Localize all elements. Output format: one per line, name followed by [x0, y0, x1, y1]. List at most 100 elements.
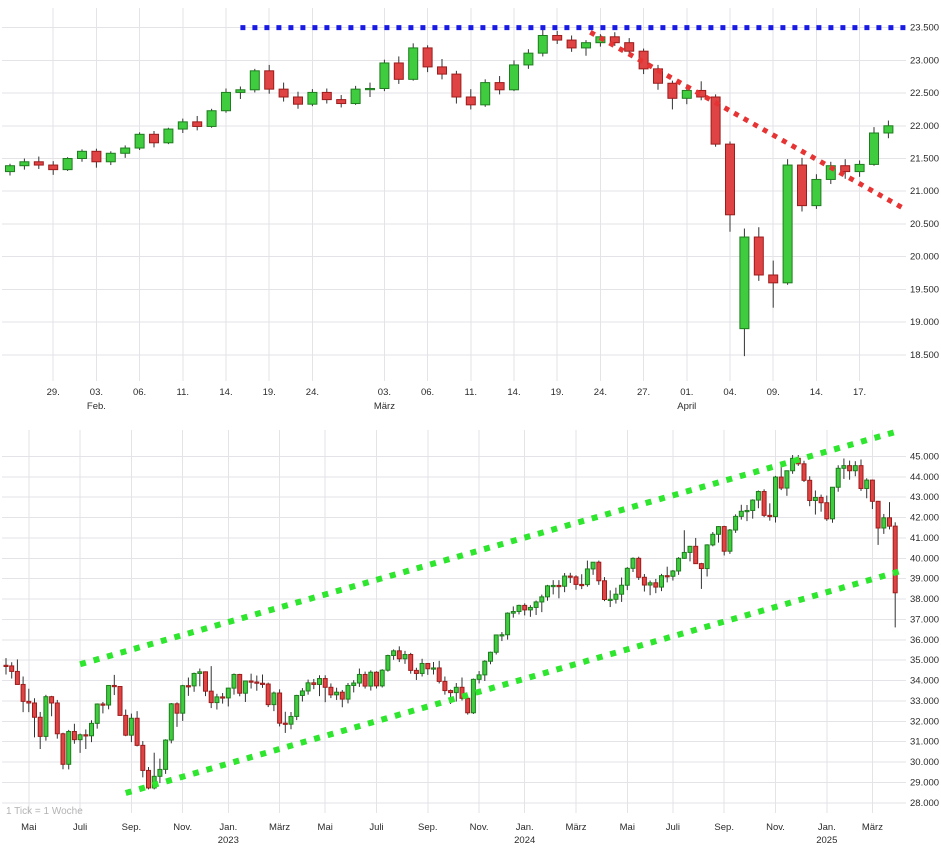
candle-body-down	[48, 164, 59, 171]
candle-body-up	[408, 47, 419, 80]
y-axis-label: 40.000	[910, 553, 939, 564]
candle-body-up	[365, 87, 375, 91]
candle-body-down	[374, 671, 379, 687]
x-axis-label: 27.	[637, 387, 650, 398]
x-axis-label: 11.	[465, 387, 478, 398]
candle-body-down	[37, 716, 43, 737]
x-axis-label: Jan.	[818, 822, 836, 833]
candle-body-down	[278, 88, 289, 98]
candle-body-up	[225, 687, 231, 699]
candle-body-up	[379, 669, 385, 687]
candle-body-up	[607, 598, 613, 601]
candle-body-up	[733, 515, 739, 531]
candle-body-down	[858, 465, 864, 489]
candle-body-down	[117, 685, 123, 716]
candle-body-down	[465, 697, 471, 714]
y-axis-label: 32.000	[910, 716, 939, 727]
candle-body-down	[328, 686, 334, 696]
y-axis-label: 19.000	[910, 317, 939, 328]
x-axis-label: 14.	[219, 387, 232, 398]
candle-body-down	[322, 678, 328, 688]
candle-body-up	[191, 672, 197, 687]
candle-body-up	[94, 703, 100, 724]
candle-body-up	[790, 457, 796, 472]
candle-body-up	[453, 686, 459, 694]
candle-body-down	[336, 99, 347, 105]
candle-body-up	[670, 570, 676, 577]
x-axis-label: 19.	[551, 387, 564, 398]
candle-body-down	[14, 670, 20, 685]
candle-body-up	[509, 64, 519, 91]
x-axis-label: Nov.	[173, 822, 192, 833]
candle-body-down	[3, 664, 9, 668]
candle-body-down	[9, 665, 15, 672]
candle-body-down	[54, 702, 60, 735]
candle-body-up	[305, 682, 311, 692]
candle-body-up	[62, 158, 73, 171]
candle-body-up	[562, 575, 568, 587]
green-channel-top-trendline	[79, 427, 902, 668]
x-axis-label: Sep.	[714, 822, 734, 833]
x-axis-label: 29.	[47, 387, 60, 398]
candle-body-down	[192, 121, 203, 127]
x-axis-label: Jan.	[516, 822, 534, 833]
candle-body-down	[237, 673, 243, 694]
candle-body-up	[704, 544, 710, 570]
candle-body-down	[609, 36, 620, 44]
daily-candlestick-chart: 23.500 23.000 22.500 22.000 21.500 21.000 20.5…	[2, 8, 939, 412]
candle-body-up	[480, 82, 491, 106]
x-axis-label: 14.	[810, 387, 823, 398]
candle-body-up	[537, 34, 548, 54]
candle-body-up	[584, 568, 590, 586]
candle-body-up	[841, 465, 847, 469]
candle-body-down	[339, 691, 345, 700]
candle-body-up	[221, 91, 231, 112]
candle-body-up	[493, 634, 499, 653]
candle-body-down	[653, 582, 659, 588]
candle-body-up	[864, 479, 870, 489]
y-axis-label: 43.000	[910, 492, 939, 503]
candle-body-down	[875, 500, 881, 529]
weekly-candlestick-chart: 45.000 44.000 43.000 42.000 41.000 40.000 39.0…	[2, 427, 939, 846]
candle-body-up	[782, 164, 793, 284]
x-axis-label: 03.	[378, 387, 391, 398]
candle-body-up	[510, 611, 516, 614]
candle-body-down	[149, 133, 159, 144]
candle-body-down	[83, 734, 89, 737]
candle-body-up	[852, 465, 858, 472]
candle-body-down	[49, 696, 55, 704]
candle-body-down	[425, 662, 431, 670]
x-axis-label: 01.	[680, 387, 693, 398]
y-axis-label: 38.000	[910, 594, 939, 605]
x-axis-label: März	[862, 822, 883, 833]
candle-body-down	[20, 683, 26, 702]
candle-body-up	[385, 655, 391, 671]
candle-body-down	[653, 68, 663, 84]
candle-body-up	[488, 651, 493, 662]
candle-body-down	[465, 96, 476, 106]
candle-body-down	[311, 682, 317, 685]
candle-body-down	[579, 583, 585, 587]
y-axis-label: 35.000	[910, 655, 939, 666]
candle-body-up	[883, 125, 894, 134]
candle-body-down	[451, 73, 462, 98]
candle-body-up	[647, 582, 653, 586]
candle-body-down	[887, 517, 892, 527]
candle-body-up	[590, 561, 596, 570]
y-axis-label: 30.000	[910, 757, 939, 768]
candle-body-down	[146, 769, 151, 789]
candle-body-down	[753, 236, 764, 276]
x-axis-label: 04.	[723, 387, 736, 398]
candle-body-up	[881, 517, 887, 529]
candle-body-down	[869, 479, 875, 502]
candle-body-down	[818, 496, 824, 504]
candle-body-down	[111, 684, 117, 688]
candle-body-down	[265, 683, 271, 706]
y-axis-label: 18.500	[910, 350, 939, 361]
candle-body-down	[892, 525, 898, 594]
tick-scale-note: 1 Tick = 1 Woche	[6, 806, 83, 817]
candle-body-up	[157, 768, 163, 777]
candle-body-down	[71, 731, 77, 741]
x-axis-label: Jan.	[219, 822, 237, 833]
